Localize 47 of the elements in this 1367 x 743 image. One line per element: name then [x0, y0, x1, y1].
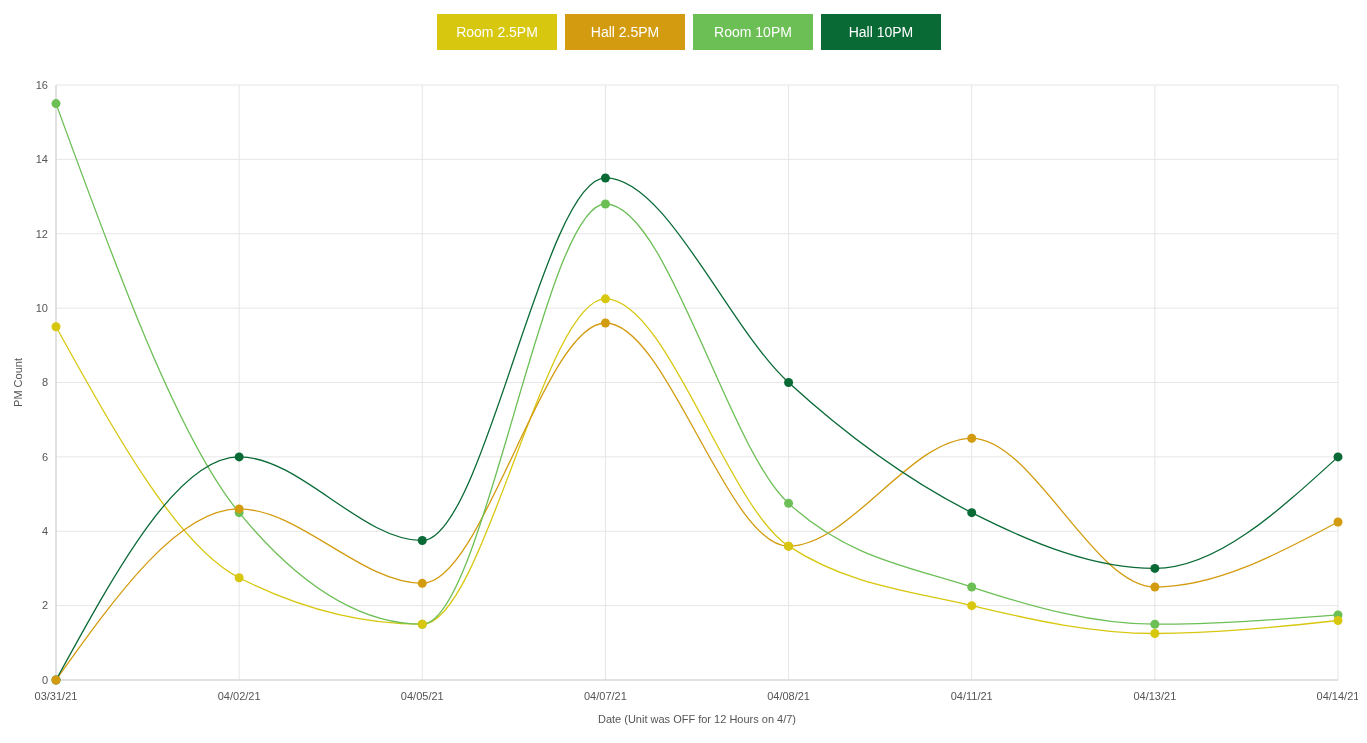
- x-axis-title: Date (Unit was OFF for 12 Hours on 4/7): [597, 713, 797, 725]
- point: [234, 573, 244, 583]
- point: [1150, 629, 1160, 639]
- point: [1333, 452, 1343, 462]
- point: [1150, 582, 1160, 592]
- text: Room 10PM: [714, 23, 792, 40]
- y-axis-title: PM Count: [12, 358, 24, 407]
- x-tick-label: 04/02/21: [217, 690, 261, 702]
- text: Hall 2.5PM: [590, 23, 660, 40]
- point: [1150, 619, 1160, 629]
- y-tick-label: 10: [35, 301, 48, 314]
- y-tick-label: 4: [41, 525, 48, 538]
- y-tick-label: 16: [35, 78, 48, 91]
- point: [967, 582, 977, 592]
- point: [234, 504, 244, 514]
- y-tick-label: 6: [41, 450, 48, 463]
- point: [784, 498, 794, 508]
- x-tick-label: 04/11/21: [950, 690, 993, 702]
- point: [1333, 517, 1343, 527]
- y-tick-label: 8: [41, 376, 48, 389]
- point: [967, 508, 977, 518]
- point: [784, 378, 794, 387]
- text: Hall 10PM: [848, 23, 914, 40]
- point: [600, 173, 610, 183]
- x-tick-label: 04/08/21: [767, 690, 810, 702]
- x-tick-label: 04/07/21: [584, 690, 627, 702]
- point: [51, 322, 61, 332]
- point: [967, 601, 977, 611]
- x-tick-label: 03/31/21: [34, 690, 78, 702]
- text: Room 2.5PM: [456, 23, 538, 40]
- x-tick-label: 04/05/21: [400, 690, 444, 702]
- y-tick-label: 12: [35, 227, 48, 240]
- point: [1150, 563, 1160, 573]
- point: [51, 99, 61, 109]
- point: [417, 536, 427, 546]
- point: [234, 452, 244, 462]
- x-tick-label: 04/13/21: [1133, 690, 1177, 702]
- point: [967, 433, 977, 443]
- point: [1333, 616, 1343, 625]
- y-tick-label: 0: [41, 673, 48, 686]
- point: [417, 578, 427, 588]
- point: [600, 294, 610, 304]
- point: [600, 199, 610, 209]
- x-tick-label: 04/14/21: [1316, 690, 1360, 702]
- point: [600, 318, 610, 328]
- y-tick-label: 14: [35, 153, 48, 166]
- y-tick-label: 2: [41, 599, 48, 612]
